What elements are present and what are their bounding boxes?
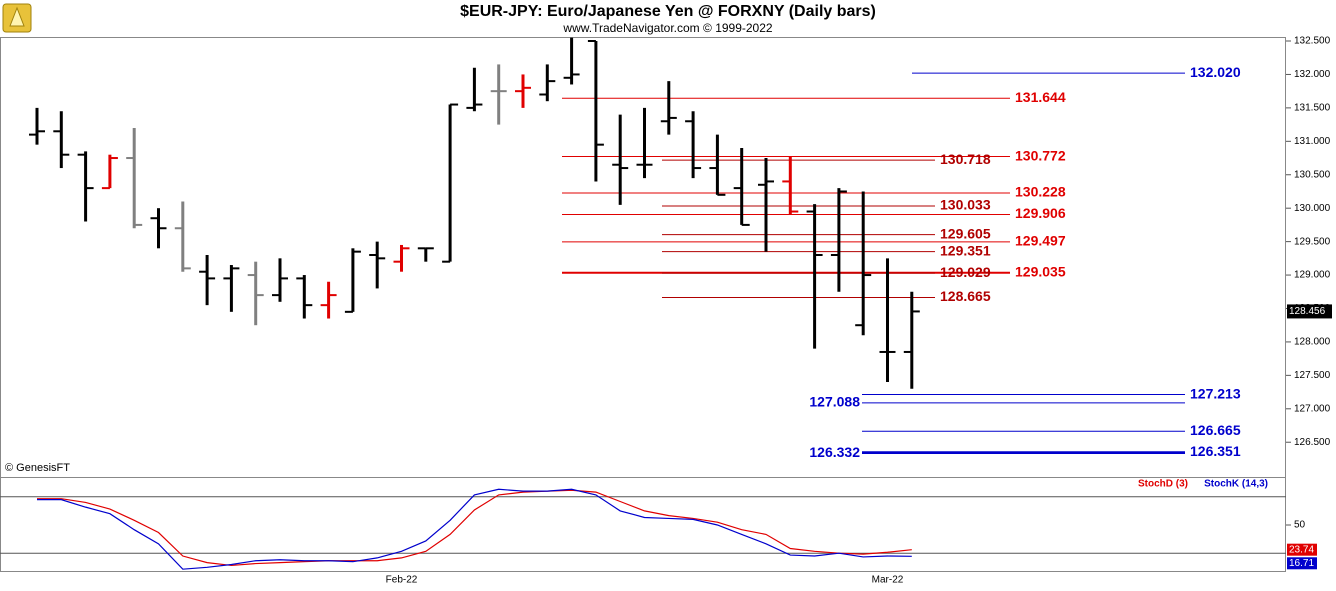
y-tick-label: 50 (1294, 520, 1306, 531)
level-label: 128.665 (940, 288, 991, 304)
level-label: 132.020 (1190, 64, 1241, 80)
level-label: 127.213 (1190, 385, 1241, 401)
level-label: 129.029 (940, 264, 991, 280)
level-label: 129.035 (1015, 263, 1066, 279)
x-tick-label: Feb-22 (386, 575, 418, 586)
level-label: 129.497 (1015, 233, 1066, 249)
y-tick-label: 129.000 (1294, 270, 1331, 281)
level-label: 129.351 (940, 242, 991, 258)
y-tick-label: 130.500 (1294, 169, 1331, 180)
y-tick-label: 127.500 (1294, 370, 1331, 381)
level-label: 130.228 (1015, 184, 1066, 200)
y-tick-label: 128.000 (1294, 337, 1331, 348)
chart-subtitle: www.TradeNavigator.com © 1999-2022 (562, 21, 772, 35)
last-price-label: 128.456 (1289, 306, 1326, 317)
source: © GenesisFT (5, 462, 70, 474)
level-label: 130.033 (940, 197, 991, 213)
logo (2, 3, 32, 33)
y-tick-label: 126.500 (1294, 437, 1331, 448)
level-label: 130.772 (1015, 147, 1066, 163)
level-label: 126.351 (1190, 443, 1241, 459)
last-value-box (1287, 543, 1317, 556)
y-tick-label: 131.500 (1294, 103, 1331, 114)
y-tick-label: 132.500 (1294, 36, 1331, 47)
y-tick-label: 129.500 (1294, 236, 1331, 247)
legend-entry: StochD (3) (1138, 479, 1188, 490)
level-label: 126.665 (1190, 422, 1241, 438)
stoch-panel (0, 477, 1286, 572)
chart-title: $EUR-JPY: Euro/Japanese Yen @ FORXNY (Da… (460, 3, 876, 20)
level-label: 126.332 (809, 444, 860, 460)
last-value-label: 16.71 (1289, 558, 1314, 569)
level-label: 127.088 (809, 394, 860, 410)
stoch-line (37, 489, 912, 567)
y-tick-label: 127.000 (1294, 403, 1331, 414)
stoch-line (37, 488, 912, 570)
level-label: 129.605 (940, 225, 991, 241)
x-tick-label: Mar-22 (872, 575, 904, 586)
legend-entry: StochK (14,3) (1204, 479, 1268, 490)
y-tick-label: 131.000 (1294, 136, 1331, 147)
last-value-label: 23.74 (1289, 544, 1314, 555)
level-label: 129.906 (1015, 205, 1066, 221)
level-label: 131.644 (1015, 89, 1066, 105)
last-price-box (1287, 304, 1332, 319)
level-label: 130.718 (940, 151, 991, 167)
y-tick-label: 130.000 (1294, 203, 1331, 214)
last-value-box (1287, 557, 1317, 570)
y-tick-label: 132.000 (1294, 69, 1331, 80)
